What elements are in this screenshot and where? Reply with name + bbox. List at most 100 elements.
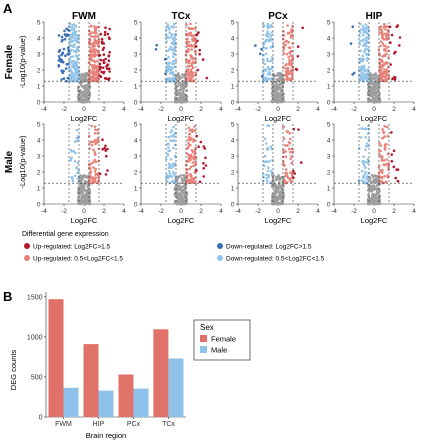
volcano-point-nonsig	[78, 99, 81, 102]
volcano-point-nonsig	[185, 83, 188, 86]
volcano-point-up-mild	[97, 176, 101, 180]
volcano-point-down-mild	[358, 57, 362, 61]
volcano-point-down-mild	[172, 26, 175, 29]
volcano-y-tick-label: 2	[37, 67, 41, 74]
volcano-y-tick-label: 5	[231, 121, 235, 128]
volcano-x-tick-label: -2	[351, 106, 357, 113]
volcano-point-nonsig	[83, 198, 86, 201]
volcano-point-up-strong	[104, 26, 107, 30]
volcano-point-nonsig	[368, 184, 371, 187]
volcano-point-up-mild	[185, 50, 188, 54]
volcano-point-down-mild	[265, 142, 268, 145]
volcano-point-up-mild	[287, 56, 291, 59]
volcano-point-up-strong	[101, 66, 105, 70]
volcano-point-nonsig	[372, 84, 376, 88]
volcano-panel: 0 1 2 3 4 5 -4 -2 0 2 4 Log2FC	[37, 121, 126, 225]
volcano-y-tick-label: 4	[231, 137, 235, 144]
volcano-point-up-mild	[91, 68, 95, 72]
volcano-point-up-strong	[103, 77, 107, 80]
volcano-point-nonsig	[280, 82, 283, 85]
volcano-point-nonsig	[182, 87, 186, 91]
volcano-x-tick-label: 0	[276, 106, 280, 113]
volcano-point-down-mild	[269, 34, 273, 37]
volcano-point-up-mild	[189, 165, 193, 169]
volcano-point-nonsig	[374, 97, 378, 100]
volcano-point-up-mild	[189, 69, 193, 72]
volcano-x-tick-label: 2	[296, 106, 300, 113]
volcano-xlabel: Log2FC	[168, 216, 195, 225]
volcano-legend-title: Differential gene expression	[22, 231, 109, 238]
volcano-point-up-mild	[89, 51, 93, 54]
volcano-point-nonsig	[280, 187, 284, 191]
volcano-point-up-strong	[107, 36, 111, 39]
volcano-point-nonsig	[183, 182, 187, 186]
volcano-point-down-mild	[366, 161, 370, 164]
volcano-point-up-mild	[94, 176, 98, 179]
volcano-point-up-strong	[102, 71, 105, 75]
volcano-point-up-mild	[93, 180, 97, 184]
volcano-point-down-mild	[73, 67, 76, 70]
volcano-point-up-mild	[185, 163, 188, 167]
volcano-point-up-strong	[195, 169, 198, 172]
volcano-y-tick-label: 4	[134, 137, 138, 144]
volcano-y-tick-label: 4	[134, 35, 138, 42]
volcano-point-down-mild	[71, 64, 75, 67]
volcano-point-nonsig	[82, 175, 86, 178]
volcano-point-up-strong	[101, 148, 104, 151]
volcano-point-down-mild	[169, 139, 172, 142]
volcano-point-nonsig	[375, 79, 378, 83]
volcano-point-down-mild	[170, 71, 173, 74]
volcano-point-up-strong	[100, 41, 104, 45]
volcano-point-up-mild	[384, 44, 387, 48]
volcano-point-up-mild	[192, 180, 196, 184]
volcano-point-up-mild	[190, 79, 193, 83]
volcano-point-up-strong	[198, 53, 201, 56]
volcano-point-down-mild	[71, 34, 74, 38]
volcano-point-up-mild	[284, 150, 287, 153]
volcano-point-up-mild	[287, 61, 291, 64]
volcano-y-tick-label: 4	[37, 137, 41, 144]
volcano-xlabel: Log2FC	[265, 114, 292, 123]
volcano-ylabel-female: -Log10(p-value)	[18, 35, 27, 88]
volcano-x-tick-label: 0	[82, 106, 86, 113]
volcano-x-tick-label: 2	[102, 208, 106, 215]
volcano-point-down-mild	[165, 36, 168, 39]
volcano-point-down-mild	[365, 36, 369, 40]
volcano-point-up-strong	[389, 41, 392, 44]
legend-marker-up-strong	[24, 243, 30, 249]
volcano-point-up-mild	[384, 28, 387, 31]
volcano-point-down-mild	[170, 163, 173, 166]
volcano-point-nonsig	[371, 94, 374, 98]
volcano-panel: 0 1 2 3 4 5 -4 -2 0 2 4 Log2FC	[231, 19, 320, 123]
volcano-point-down-mild	[269, 37, 272, 40]
volcano-point-down-mild	[263, 41, 267, 44]
volcano-point-up-mild	[378, 141, 381, 145]
volcano-point-nonsig	[280, 100, 284, 103]
volcano-point-up-mild	[190, 137, 193, 140]
volcano-point-down-mild	[73, 43, 76, 46]
volcano-y-tick-label: 2	[231, 67, 235, 74]
volcano-point-down-strong	[351, 73, 354, 76]
volcano-point-up-mild	[286, 130, 290, 133]
volcano-point-down-mild	[364, 23, 368, 27]
volcano-x-tick-label: 4	[316, 106, 320, 113]
volcano-point-nonsig	[369, 180, 373, 184]
volcano-point-up-mild	[381, 75, 385, 78]
volcano-point-nonsig	[278, 77, 281, 80]
volcano-point-down-mild	[362, 79, 365, 83]
volcano-point-up-mild	[378, 175, 382, 179]
volcano-point-up-mild	[91, 179, 94, 182]
volcano-point-nonsig	[84, 75, 88, 78]
volcano-point-up-mild	[291, 150, 295, 153]
volcano-point-up-mild	[383, 135, 386, 138]
volcano-point-down-mild	[174, 32, 177, 36]
volcano-point-up-mild	[385, 158, 389, 161]
panel-label-b: B	[3, 289, 12, 304]
volcano-point-up-strong	[201, 58, 205, 61]
volcano-point-up-mild	[194, 157, 198, 160]
volcano-point-down-mild	[68, 37, 72, 40]
volcano-point-down-mild	[363, 164, 366, 167]
volcano-x-tick-label: -4	[138, 208, 144, 215]
volcano-point-nonsig	[271, 100, 275, 103]
volcano-point-up-mild	[94, 128, 97, 131]
